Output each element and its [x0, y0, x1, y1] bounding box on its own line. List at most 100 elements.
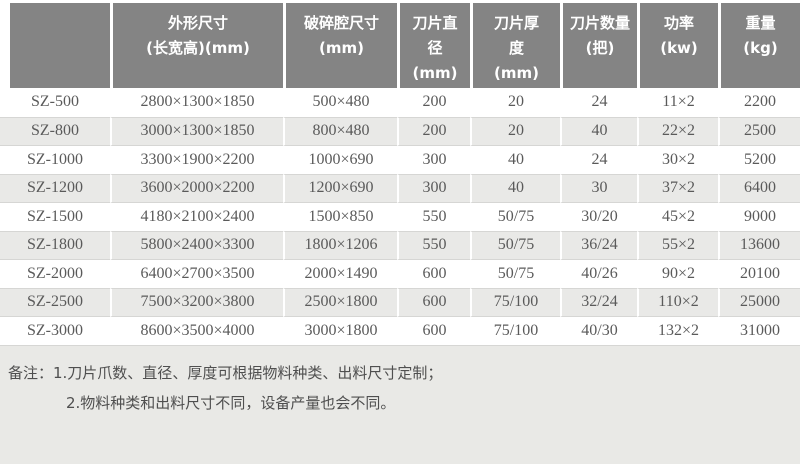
table-row: SZ-1200 3600×2000×2200 1200×690 300 40 3… — [0, 173, 800, 202]
cell-power: 45×2 — [637, 202, 718, 231]
cell-weight: 31000 — [718, 316, 800, 345]
table-row: SZ-800 3000×1300×1850 800×480 200 20 40 … — [0, 116, 800, 145]
cell-dimensions: 3600×2000×2200 — [110, 173, 283, 202]
header-label: 外形尺寸 — [167, 14, 228, 32]
cell-blade-count: 40 — [560, 116, 637, 145]
cell-chamber: 3000×1800 — [283, 316, 397, 345]
cell-power: 55×2 — [637, 230, 718, 259]
cell-dimensions: 8600×3500×4000 — [110, 316, 283, 345]
header-unit: (mm) — [412, 64, 458, 82]
cell-blade-thickness: 20 — [470, 116, 560, 145]
header-cell-power: 功率 (kw) — [637, 0, 718, 88]
cell-blade-count: 36/24 — [560, 230, 637, 259]
cell-blade-diameter: 600 — [397, 287, 470, 316]
table-row: SZ-3000 8600×3500×4000 3000×1800 600 75/… — [0, 316, 800, 345]
cell-blade-diameter: 300 — [397, 145, 470, 174]
cell-dimensions: 3300×1900×2200 — [110, 145, 283, 174]
cell-blade-thickness: 75/100 — [470, 316, 560, 345]
table-row: SZ-1800 5800×2400×3300 1800×1206 550 50/… — [0, 230, 800, 259]
notes-section: 备注：1.刀片爪数、直径、厚度可根据物料种类、出料尺寸定制； 2.物料种类和出料… — [0, 344, 800, 464]
header-label: 功率 — [663, 14, 694, 32]
cell-weight: 20100 — [718, 259, 800, 288]
cell-blade-thickness: 40 — [470, 173, 560, 202]
cell-model: SZ-1200 — [0, 173, 110, 202]
header-label: 度 — [508, 39, 524, 57]
header-cell-blade-count: 刀片数量 (把) — [560, 0, 637, 88]
header-label: 重量 — [745, 14, 776, 32]
table-row: SZ-2000 6400×2700×3500 2000×1490 600 50/… — [0, 259, 800, 288]
cell-chamber: 1200×690 — [283, 173, 397, 202]
cell-weight: 13600 — [718, 230, 800, 259]
cell-dimensions: 3000×1300×1850 — [110, 116, 283, 145]
header-unit: (把) — [585, 39, 615, 57]
cell-blade-diameter: 550 — [397, 230, 470, 259]
cell-power: 90×2 — [637, 259, 718, 288]
cell-model: SZ-1500 — [0, 202, 110, 231]
cell-blade-thickness: 50/75 — [470, 202, 560, 231]
header-cell-blade-diameter: 刀片直 径 (mm) — [397, 0, 470, 88]
cell-blade-diameter: 600 — [397, 259, 470, 288]
cell-model: SZ-500 — [0, 88, 110, 117]
cell-weight: 25000 — [718, 287, 800, 316]
cell-weight: 2500 — [718, 116, 800, 145]
header-label: 刀片厚 — [493, 14, 539, 32]
cell-chamber: 1800×1206 — [283, 230, 397, 259]
cell-blade-diameter: 200 — [397, 116, 470, 145]
cell-model: SZ-2000 — [0, 259, 110, 288]
table-row: SZ-1000 3300×1900×2200 1000×690 300 40 2… — [0, 145, 800, 174]
cell-model: SZ-1800 — [0, 230, 110, 259]
header-label: 刀片直 — [412, 14, 458, 32]
table-row: SZ-500 2800×1300×1850 500×480 200 20 24 … — [0, 88, 800, 117]
note-line-1: 备注：1.刀片爪数、直径、厚度可根据物料种类、出料尺寸定制； — [8, 363, 443, 382]
cell-weight: 5200 — [718, 145, 800, 174]
note-line-2: 2.物料种类和出料尺寸不同，设备产量也会不同。 — [66, 393, 396, 412]
cell-blade-count: 24 — [560, 88, 637, 117]
table-row: SZ-2500 7500×3200×3800 2500×1800 600 75/… — [0, 287, 800, 316]
header-cell-model — [0, 0, 110, 88]
cell-blade-count: 32/24 — [560, 287, 637, 316]
table-row: SZ-1500 4180×2100×2400 1500×850 550 50/7… — [0, 202, 800, 231]
cell-dimensions: 6400×2700×3500 — [110, 259, 283, 288]
cell-weight: 2200 — [718, 88, 800, 117]
cell-model: SZ-800 — [0, 116, 110, 145]
header-cell-dimensions: 外形尺寸 (长宽高)(mm) — [110, 0, 283, 88]
cell-blade-diameter: 300 — [397, 173, 470, 202]
cell-blade-count: 30 — [560, 173, 637, 202]
cell-chamber: 1500×850 — [283, 202, 397, 231]
cell-chamber: 2000×1490 — [283, 259, 397, 288]
cell-blade-count: 24 — [560, 145, 637, 174]
cell-dimensions: 2800×1300×1850 — [110, 88, 283, 117]
cell-model: SZ-2500 — [0, 287, 110, 316]
table-body: SZ-500 2800×1300×1850 500×480 200 20 24 … — [0, 88, 800, 345]
cell-blade-thickness: 20 — [470, 88, 560, 117]
cell-weight: 9000 — [718, 202, 800, 231]
cell-power: 30×2 — [637, 145, 718, 174]
cell-blade-diameter: 550 — [397, 202, 470, 231]
cell-blade-diameter: 200 — [397, 88, 470, 117]
cell-blade-count: 40/26 — [560, 259, 637, 288]
cell-dimensions: 4180×2100×2400 — [110, 202, 283, 231]
cell-dimensions: 7500×3200×3800 — [110, 287, 283, 316]
header-label: 径 — [427, 39, 443, 57]
header-label: 破碎腔尺寸 — [303, 14, 379, 32]
cell-dimensions: 5800×2400×3300 — [110, 230, 283, 259]
cell-model: SZ-1000 — [0, 145, 110, 174]
cell-blade-thickness: 40 — [470, 145, 560, 174]
cell-power: 22×2 — [637, 116, 718, 145]
cell-power: 37×2 — [637, 173, 718, 202]
cell-chamber: 1000×690 — [283, 145, 397, 174]
header-cell-weight: 重量 (kg) — [718, 0, 800, 88]
cell-power: 110×2 — [637, 287, 718, 316]
cell-weight: 6400 — [718, 173, 800, 202]
cell-blade-count: 30/20 — [560, 202, 637, 231]
header-unit: (mm) — [319, 39, 364, 57]
header-unit: (长宽高)(mm) — [146, 39, 250, 57]
header-unit: (kg) — [743, 39, 778, 57]
cell-chamber: 800×480 — [283, 116, 397, 145]
header-unit: (kw) — [660, 39, 698, 57]
header-unit: (mm) — [494, 64, 539, 82]
cell-power: 11×2 — [637, 88, 718, 117]
header-cell-chamber: 破碎腔尺寸 (mm) — [283, 0, 397, 88]
cell-blade-count: 40/30 — [560, 316, 637, 345]
